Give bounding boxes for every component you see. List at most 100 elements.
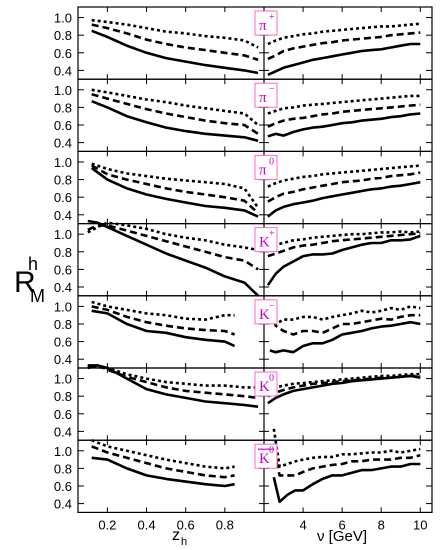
series-left-dotted [87,221,259,252]
hadron-badge-box [254,82,278,108]
y-tick-label: 1.0 [54,444,72,459]
hadron-charge: 0 [269,156,274,167]
y-tick-label: 1.0 [54,155,72,170]
hadron-badge-box [254,10,278,36]
panel-3: 0.4 0.6 0.8 1.0 π0 [54,150,433,225]
series-right-dashed [267,103,421,128]
series-right-solid [266,234,421,286]
series-left-dotted [87,364,259,389]
hadron-charge: − [269,301,275,312]
hadron-badge-box [254,154,278,180]
series-right-solid [272,462,421,504]
y-tick-label: 0.8 [54,100,72,115]
series-right-solid [267,374,421,405]
y-tick-label: 0.8 [54,28,72,43]
series-right-solid [267,112,421,138]
hadron-label: π [259,18,267,34]
hadron-label: K [259,379,270,395]
hadron-charge: 0 [269,373,274,384]
series-right-dotted [267,94,421,115]
x-tick-label-right: 8 [378,517,385,532]
series-left-dashed [91,164,259,214]
panel-1: 0.4 0.6 0.8 1.0 π+ [54,6,433,80]
series-right-dotted [272,428,421,468]
hadron-label: K [259,451,270,467]
series-left-dashed [91,92,259,135]
y-tick-label: 0.4 [54,136,72,151]
series-right-dashed [267,374,421,398]
series-right-dotted [267,164,421,188]
series-right-solid [269,320,421,354]
hadron-label: K [259,235,270,251]
series-left-solid [91,456,235,488]
hadron-charge: + [269,229,275,240]
y-tick-label: 0.8 [54,317,72,332]
series-right-dotted [268,304,421,326]
series-right-dashed [267,31,421,61]
series-right-dashed [272,450,421,477]
panel-4: 0.4 0.6 0.8 1.0 K+ [54,219,433,297]
panels-layer: 0.40.60.81.0 π+0.40.60.81.0 π−0.40.60.81.0… [54,6,433,532]
y-tick-label: 0.6 [54,479,72,494]
y-tick-label: 1.0 [54,227,72,242]
series-right-dashed [267,232,421,258]
series-left-dotted [91,162,260,209]
hadron-charge: − [269,84,275,95]
y-tick-label: 0.8 [54,389,72,404]
series-left-dashed [91,23,259,62]
series-left-solid [90,167,259,218]
x-tick-label-left: 0.2 [98,517,116,532]
y-tick-label: 0.4 [54,497,72,512]
series-right-dotted [267,230,421,249]
y-axis-title: R [14,266,36,299]
series-right-solid [267,180,421,218]
hadron-badge-box [254,299,278,325]
hadron-badge-box [254,227,278,253]
series-left-solid [91,309,236,348]
y-tick-label: 0.6 [54,190,72,205]
labels-layer: R h M z h ν [GeV] [14,254,367,548]
hadron-charge: 0 [269,445,274,456]
hadron-label: π [259,90,267,106]
left-x-axis-title-sub: h [181,536,187,548]
panel-7: 0.4 0.6 0.8 1.0 K0 [54,428,433,514]
panel-2: 0.4 0.6 0.8 1.0 π− [54,78,433,152]
x-tick-label-right: 6 [339,517,346,532]
y-tick-label: 0.6 [54,335,72,350]
series-left-solid [91,99,259,143]
series-right-dotted [267,22,421,46]
y-tick-label: 0.4 [54,63,72,78]
y-axis-title-sub: M [30,286,45,306]
y-tick-label: 1.0 [54,83,72,98]
series-left-dotted [91,88,259,126]
series-left-dashed [87,224,259,271]
y-tick-label: 0.4 [54,208,72,223]
hadron-label: π [259,162,267,178]
y-tick-label: 0.4 [54,424,72,439]
series-left-dotted [91,18,259,49]
y-tick-label: 1.0 [54,11,72,26]
y-tick-label: 0.8 [54,461,72,476]
series-right-dashed [267,171,421,203]
y-tick-label: 0.6 [54,118,72,133]
y-tick-label: 1.0 [54,372,72,387]
y-tick-label: 0.6 [54,407,72,422]
y-tick-label: 0.4 [54,280,72,295]
series-right-dotted [267,372,421,393]
right-x-axis-title: ν [GeV] [317,528,367,545]
series-left-dashed [91,445,235,479]
x-tick-label-left: 0.8 [216,517,234,532]
y-tick-label: 0.6 [54,262,72,277]
hadron-label: K [259,307,270,323]
x-tick-label-left: 0.4 [137,517,155,532]
series-left-dotted [91,300,235,321]
series-left-dashed [87,364,259,400]
panel-frame [77,439,433,514]
series-left-dashed [91,305,236,336]
left-x-axis-title: z [172,527,180,544]
y-tick-label: 1.0 [54,299,72,314]
y-tick-label: 0.8 [54,245,72,260]
panel-5: 0.4 0.6 0.8 1.0 K− [54,295,433,369]
hadron-badge-box [254,443,278,469]
